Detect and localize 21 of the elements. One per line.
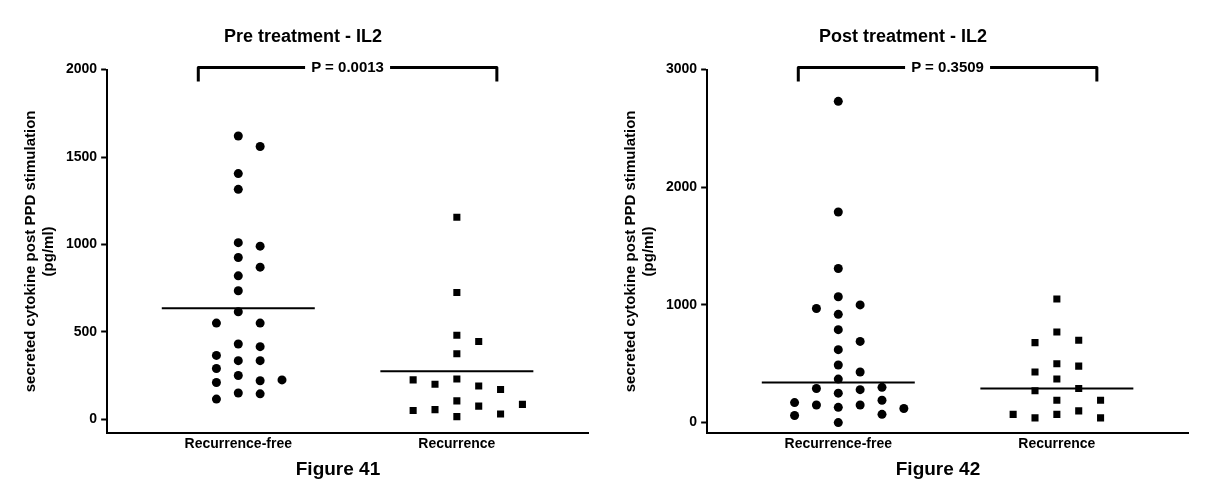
caption: Figure 42 <box>894 458 981 480</box>
y-tick-label: 1000 <box>665 295 698 312</box>
y-tick-label: 3000 <box>665 60 698 77</box>
caption: Figure 41 <box>294 458 381 480</box>
y-tick-label: 0 <box>89 410 98 427</box>
chart-title: Post treatment - IL2 <box>818 25 988 46</box>
x-tick-label: Recurrence-free <box>184 435 293 452</box>
y-tick-label: 0 <box>689 413 698 430</box>
x-tick-label: Recurrence-free <box>784 435 893 452</box>
y-axis-title: secreted cytokine post PPD stimulation (pg/ml) <box>621 110 657 393</box>
x-tick-label: Recurrence <box>418 435 496 452</box>
y-tick-label: 1500 <box>65 147 98 164</box>
y-tick-label: 1000 <box>65 235 98 252</box>
annotation: P = 0.3509 <box>911 57 984 75</box>
x-tick-label: Recurrence <box>1018 435 1096 452</box>
y-axis-title: secreted cytokine post PPD stimulation (pg/ml) <box>21 110 57 393</box>
chart-title: Pre treatment - IL2 <box>223 25 383 46</box>
y-tick-label: 500 <box>73 322 98 339</box>
y-tick-label: 2000 <box>65 60 98 77</box>
annotation: P = 0.0013 <box>311 57 384 75</box>
y-tick-label: 2000 <box>665 178 698 195</box>
